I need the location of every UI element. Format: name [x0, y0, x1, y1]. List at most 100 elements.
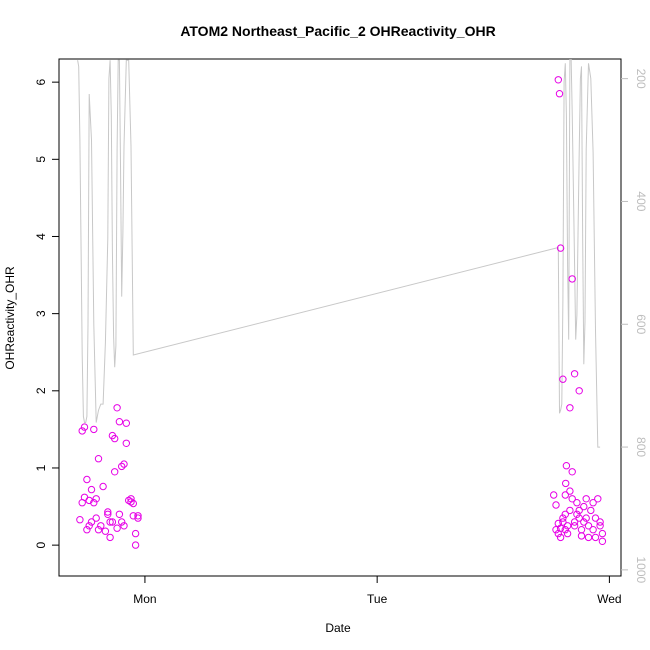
data-point: [584, 533, 593, 542]
data-point: [559, 514, 567, 522]
data-point: [552, 526, 560, 534]
y-tick-label: 6: [34, 78, 48, 85]
data-point: [80, 493, 89, 501]
data-point: [568, 468, 576, 476]
data-point: [85, 522, 93, 530]
x-tick-label: Tue: [367, 592, 388, 606]
y-tick-label: 3: [34, 310, 48, 317]
data-point: [591, 533, 600, 542]
y-tick-label: 4: [34, 233, 48, 240]
y2-axis: 200 400 600 800 1000: [621, 69, 648, 584]
data-point: [127, 498, 135, 506]
data-point: [131, 529, 140, 538]
data-point: [104, 510, 112, 518]
data-point: [122, 439, 131, 447]
data-point: [582, 495, 590, 503]
data-point: [556, 244, 565, 252]
y2-tick-label: 600: [634, 314, 648, 334]
data-point: [111, 468, 119, 476]
data-point: [104, 508, 112, 516]
data-point: [83, 475, 91, 484]
y-tick-label: 2: [34, 387, 48, 394]
data-point: [561, 491, 569, 499]
data-point: [559, 518, 567, 526]
altitude-layer: [77, 59, 601, 448]
data-point: [115, 510, 124, 518]
data-point: [577, 526, 586, 534]
y-axis: 0 1 2 3 4 5 6: [34, 78, 59, 548]
data-point: [92, 514, 100, 522]
data-point: [120, 522, 128, 530]
data-point: [76, 516, 84, 524]
data-point: [106, 518, 114, 526]
y-tick-label: 5: [34, 156, 48, 163]
data-point: [598, 529, 607, 538]
data-point: [99, 482, 107, 491]
data-point: [90, 425, 98, 434]
data-point: [108, 518, 117, 526]
data-point: [118, 518, 126, 526]
data-point: [120, 460, 128, 468]
data-point: [559, 375, 567, 383]
data-point: [111, 434, 119, 443]
data-point: [575, 387, 583, 395]
data-point: [561, 526, 569, 534]
data-point: [575, 514, 583, 522]
data-point: [129, 499, 138, 508]
data-point: [570, 522, 579, 530]
data-point: [573, 499, 581, 507]
data-point: [129, 512, 138, 520]
data-point: [97, 522, 105, 530]
data-point: [584, 522, 593, 530]
data-point: [550, 491, 558, 499]
data-point: [554, 519, 562, 528]
data-point: [568, 495, 576, 503]
data-point: [101, 527, 110, 535]
data-point: [555, 90, 564, 98]
plot-frame: [58, 58, 622, 577]
data-point: [591, 514, 600, 522]
data-point: [78, 427, 86, 435]
data-point: [94, 526, 103, 534]
data-point: [594, 495, 602, 503]
data-point: [118, 462, 126, 471]
y-tick-label: 0: [34, 541, 48, 548]
data-point: [589, 499, 597, 507]
data-point: [568, 275, 576, 283]
data-point: [80, 423, 89, 431]
data-point: [573, 510, 581, 518]
data-point: [577, 532, 586, 540]
data-point: [94, 455, 103, 463]
data-point: [113, 524, 121, 532]
data-point: [596, 518, 604, 526]
data-point: [563, 522, 572, 530]
y-axis-label: OHReactivity_OHR: [3, 266, 17, 370]
data-point: [562, 479, 570, 488]
points-layer: [76, 76, 607, 549]
x-tick-label: Mon: [133, 592, 156, 606]
chart-title: ATOM2 Northeast_Pacific_2 OHReactivity_O…: [180, 23, 495, 39]
data-point: [127, 495, 135, 503]
x-axis-label: Date: [325, 621, 351, 635]
data-point: [570, 370, 579, 378]
x-tick-label: Wed: [597, 592, 621, 606]
y2-tick-label: 200: [634, 69, 648, 89]
data-point: [134, 512, 142, 520]
data-point: [580, 518, 588, 526]
data-point: [582, 514, 590, 522]
y2-tick-label: 800: [634, 437, 648, 457]
data-point: [85, 496, 93, 505]
data-point: [566, 506, 574, 515]
data-point: [562, 462, 571, 470]
data-point: [131, 541, 140, 549]
data-point: [580, 502, 588, 511]
data-point: [87, 485, 96, 494]
data-point: [556, 533, 565, 542]
data-point: [598, 537, 607, 545]
data-point: [115, 418, 124, 426]
data-point: [587, 506, 595, 515]
y-tick-label: 1: [34, 464, 48, 471]
x-axis: Mon Tue Wed: [133, 576, 622, 606]
data-point: [122, 419, 131, 427]
